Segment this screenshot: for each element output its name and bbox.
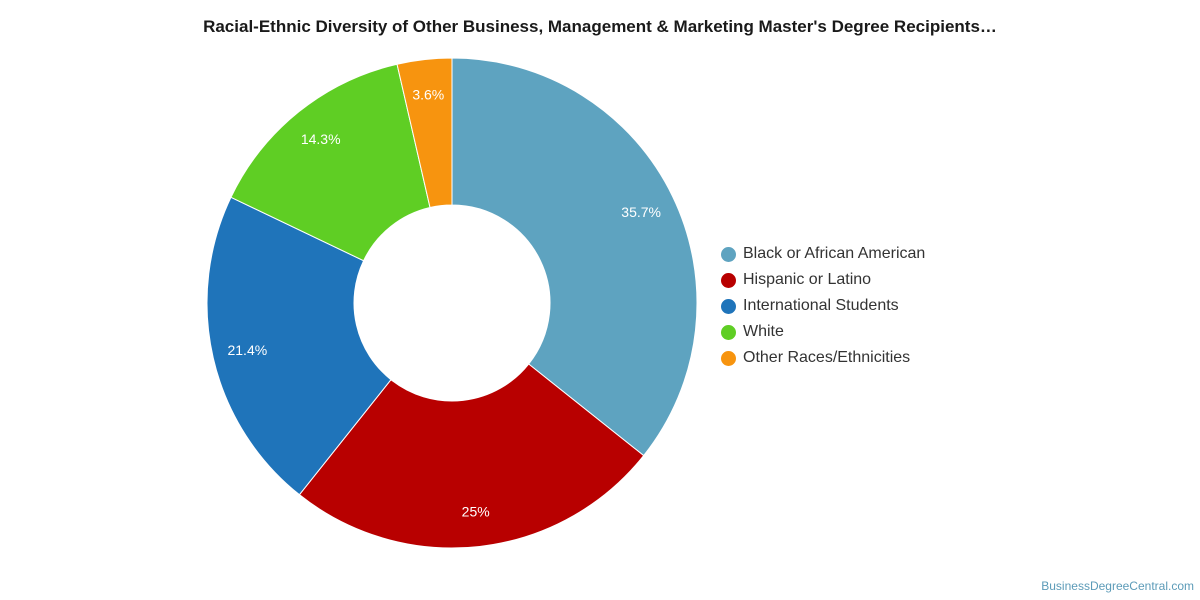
slice-hispanic-or-latino[interactable] [298,363,645,549]
legend-label: White [743,323,784,340]
chart-title: Racial-Ethnic Diversity of Other Busines… [203,17,997,36]
legend-label: Hispanic or Latino [743,271,872,288]
legend-item-international-students[interactable]: International Students [721,293,925,319]
legend-marker-icon [721,272,736,288]
legend-item-white[interactable]: White [721,319,925,345]
legend-marker-icon [721,298,736,314]
legend-item-other-races-ethnicities[interactable]: Other Races/Ethnicities [721,345,925,371]
legend-item-hispanic-or-latino[interactable]: Hispanic or Latino [721,267,925,293]
slice-international-students[interactable] [206,196,392,496]
legend-marker-icon [721,350,736,366]
legend-label: Other Races/Ethnicities [743,349,911,366]
slice-other-races-ethnicities[interactable] [396,57,453,209]
slice-label-hispanic-or-latino: 25% [462,504,490,520]
legend-item-black-or-african-american[interactable]: Black or African American [721,241,925,267]
slice-white[interactable] [230,63,431,262]
legend: Black or African American Hispanic or Lat… [721,241,925,371]
slice-labels-group: 35.7% 25% 21.4% 14.3% 3.6% [227,86,661,519]
slices-group [206,57,698,549]
legend-marker-icon [721,246,736,262]
slice-label-white: 14.3% [301,131,341,147]
slice-black-or-african-american[interactable] [451,57,698,457]
legend-label: Black or African American [743,245,926,262]
slice-label-black-or-african-american: 35.7% [621,204,661,220]
slice-label-other-races-ethnicities: 3.6% [412,86,444,102]
legend-marker-icon [721,324,736,340]
slice-label-international-students: 21.4% [227,342,267,358]
legend-label: International Students [743,297,899,314]
watermark: BusinessDegreeCentral.com [1041,579,1194,593]
